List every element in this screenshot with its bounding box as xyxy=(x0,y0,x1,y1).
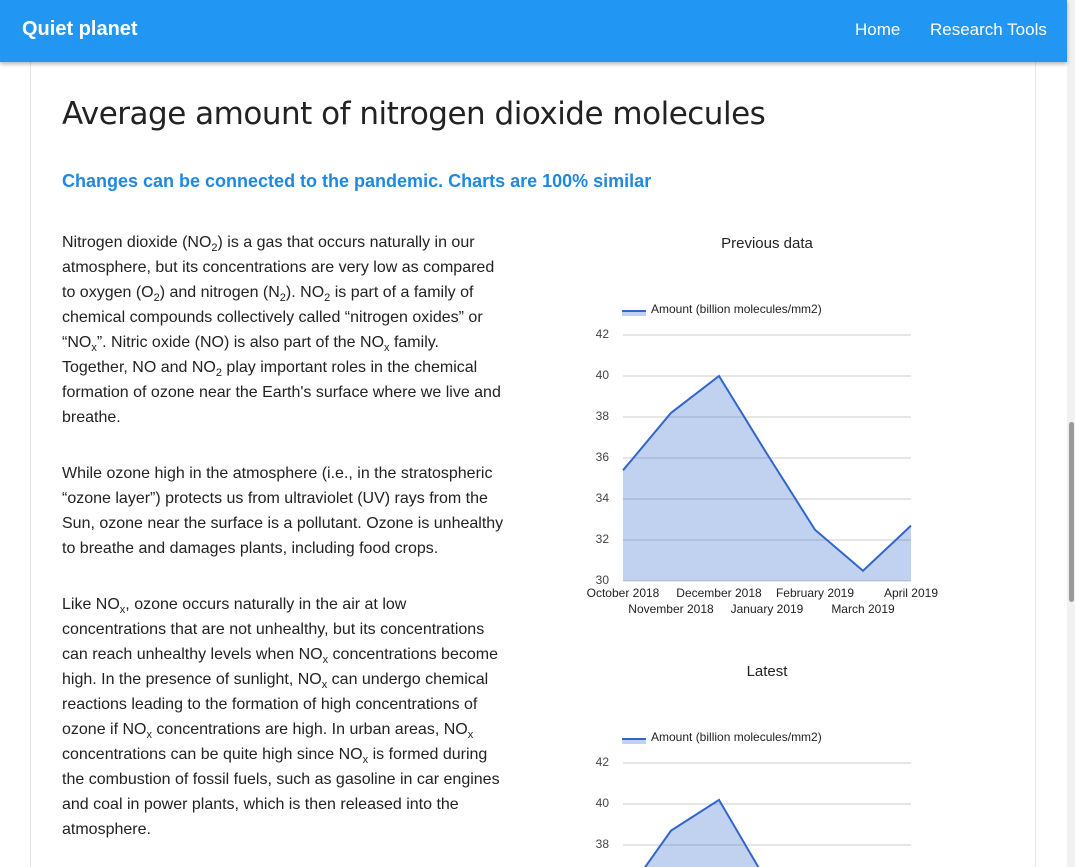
y-tick-label: 32 xyxy=(596,532,610,546)
subscript: 2 xyxy=(324,292,331,305)
y-tick-label: 36 xyxy=(596,450,610,464)
text-run: , ozone occurs naturally in the air at l… xyxy=(62,596,485,663)
text-run: ”. Nitric oxide (NO) is also part of the… xyxy=(96,334,385,351)
legend-label: Amount (billion molecules/mm2) xyxy=(651,730,822,744)
text-run: is part of a family of chemical compound… xyxy=(62,284,483,351)
legend-swatch xyxy=(622,311,646,316)
area-line xyxy=(643,798,760,867)
subscript: x xyxy=(384,342,390,355)
x-tick-label: December 2018 xyxy=(676,586,762,600)
top-bar: Quiet planet Home Research Tools xyxy=(0,0,1067,62)
area-line xyxy=(622,374,912,573)
x-tick-label: February 2019 xyxy=(776,586,854,600)
x-tick-label: January 2019 xyxy=(731,602,804,616)
subscript: x xyxy=(467,729,474,742)
x-tick-label: November 2018 xyxy=(628,602,714,616)
paragraph: Like NOx, ozone occurs naturally in the … xyxy=(62,592,507,842)
y-tick-label: 40 xyxy=(596,368,610,382)
subscript: 2 xyxy=(215,367,222,380)
text-run: concentrations can be quite high since N… xyxy=(62,746,363,763)
y-tick-label: 42 xyxy=(596,755,610,769)
subscript: x xyxy=(146,729,152,742)
text-run: concentrations are high. In urban areas,… xyxy=(151,721,468,738)
text-run: ) and nitrogen (N xyxy=(159,284,280,301)
paragraph: While ozone high in the atmosphere (i.e.… xyxy=(62,461,507,561)
subscript: x xyxy=(362,754,369,767)
area-fill xyxy=(645,799,759,867)
x-tick-label: October 2018 xyxy=(587,586,660,600)
brand[interactable]: Quiet planet xyxy=(22,18,138,40)
nav-link[interactable]: Research Tools xyxy=(930,20,1047,39)
subheading: Changes can be connected to the pandemic… xyxy=(62,171,652,191)
heading: Average amount of nitrogen dioxide molec… xyxy=(62,96,766,132)
legend-swatch xyxy=(622,739,646,744)
y-tick-label: 30 xyxy=(596,573,610,587)
subscript: x xyxy=(321,679,328,692)
article-text: Nitrogen dioxide (NO2) is a gas that occ… xyxy=(62,230,507,867)
x-tick-label: April 2019 xyxy=(884,586,938,600)
chart: Previous data 30 32 34 36 38 40 42 October 2018 N… xyxy=(587,235,939,616)
paragraph: Nitrogen dioxide (NO2) is a gas that occ… xyxy=(62,230,507,430)
y-tick-label: 34 xyxy=(596,491,610,505)
area-fill xyxy=(623,376,911,581)
text-run: While ozone high in the atmosphere (i.e.… xyxy=(62,465,504,557)
subscript: 2 xyxy=(211,242,218,255)
legend-label: Amount (billion molecules/mm2) xyxy=(651,302,822,316)
text-run: Nitrogen dioxide (NO xyxy=(62,234,212,251)
chart-title: Previous data xyxy=(721,235,813,252)
y-tick-label: 42 xyxy=(596,327,610,341)
y-tick-label: 40 xyxy=(596,796,610,810)
x-tick-label: March 2019 xyxy=(831,602,895,616)
content-card xyxy=(30,62,1036,867)
text-run: ). NO xyxy=(285,284,325,301)
subscript: 2 xyxy=(279,292,286,305)
text-run: ) is a gas that occurs naturally in our … xyxy=(62,234,495,301)
subscript: x xyxy=(322,654,329,667)
chart-title: Latest xyxy=(747,663,789,680)
subscript: x xyxy=(91,342,97,355)
scrollbar-thumb[interactable] xyxy=(1069,422,1074,602)
text-run: play important roles in the chemical for… xyxy=(62,359,501,426)
subscript: 2 xyxy=(153,292,160,305)
y-tick-label: 38 xyxy=(596,409,610,423)
text-run: Like NO xyxy=(62,596,120,613)
text-run: concentrations become high. In the prese… xyxy=(62,646,498,688)
text-run: family. Together, NO and NO xyxy=(62,334,439,376)
y-tick-label: 38 xyxy=(596,837,610,851)
subscript: x xyxy=(119,604,126,617)
nav-link[interactable]: Home xyxy=(855,20,901,39)
text-run: is formed during the combustion of fossi… xyxy=(62,746,500,838)
text-run: can undergo chemical reactions leading t… xyxy=(62,671,489,738)
chart: Latest30323436384042October 2018November… xyxy=(596,663,911,867)
